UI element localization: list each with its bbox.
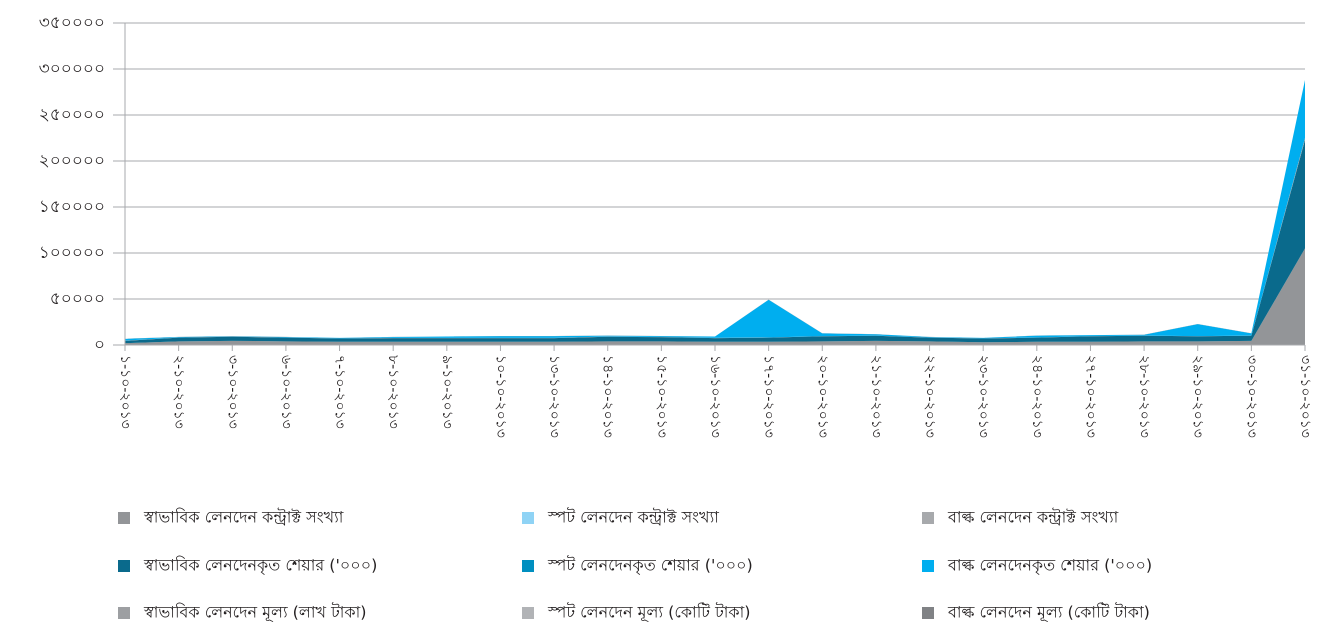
x-tick-label: ২৪-১০-২০১৩ [1029,355,1045,438]
x-tick-label: ১৩-১০-২০১৩ [546,355,562,438]
y-tick-label: ৩০০০০০ [39,59,105,79]
legend-swatch [522,607,534,619]
legend-swatch [522,560,534,572]
x-tick-label: ২০-১০-২০১৩ [814,355,830,438]
legend-swatch [522,512,534,524]
legend-item: বাল্ক লেনদেন মূল্য (কোটি টাকা) [922,603,1150,623]
legend-item: স্পট লেনদেনকৃত শেয়ার ('০০০) [522,556,753,576]
legend-label: স্বাভাবিক লেনদেন কন্ট্রাক্ট সংখ্যা [143,508,344,527]
x-tick-label: ৯-১০-২০১৩ [439,355,455,429]
legend-swatch [118,512,130,524]
legend-item: স্বাভাবিক লেনদেন মূল্য (লাখ টাকা) [118,603,367,623]
y-tick-label: ০ [94,335,105,355]
legend-swatch [118,607,130,619]
legend-item: স্পট লেনদেন মূল্য (কোটি টাকা) [522,603,751,623]
x-tick-label: ৭-১০-২০১৩ [332,355,348,429]
legend-item: স্পট লেনদেন কন্ট্রাক্ট সংখ্যা [522,508,719,527]
x-tick-label: ১০-১০-২০১৩ [492,355,508,438]
legend-label: বাল্ক লেনদেন মূল্য (কোটি টাকা) [947,603,1150,623]
legend-item: বাল্ক লেনদেন কন্ট্রাক্ট সংখ্যা [922,508,1119,527]
y-tick-label: ৫০০০০ [50,289,105,309]
x-tick-label: ৩০-১০-২০১৩ [1243,355,1259,438]
area [125,138,1305,341]
legend-swatch [922,607,934,619]
legend-swatch [922,560,934,572]
legend-swatch [118,560,130,572]
x-tick-label: ২২-১০-২০১৩ [922,355,938,438]
y-tick-label: ২৫০০০০ [39,105,105,125]
x-tick-label: ১৪-১০-২০১৩ [600,355,616,438]
area [125,138,1305,341]
x-tick-label: ৩-১০-২০১৩ [224,355,240,429]
y-tick-label: ১০০০০০ [39,243,105,263]
legend-swatch [922,512,934,524]
area [125,138,1305,341]
legend-label: বাল্ক লেনদেনকৃত শেয়ার ('০০০) [947,556,1152,576]
x-tick-label: ১৫-১০-২০১৩ [653,355,669,438]
x-tick-label: ৩১-১০-২০১৩ [1297,355,1313,438]
area [125,79,1305,339]
legend-label: স্পট লেনদেন মূল্য (কোটি টাকা) [547,603,751,623]
x-tick-label: ১৬-১০-২০১৩ [707,355,723,438]
legend-item: বাল্ক লেনদেনকৃত শেয়ার ('০০০) [922,556,1152,576]
legend-label: স্পট লেনদেনকৃত শেয়ার ('০০০) [547,556,753,576]
x-tick-label: ২৮-১০-২০১৩ [1136,355,1152,438]
x-tick-label: ২-১০-২০১৩ [171,355,187,429]
x-tick-label: ৮-১০-২০১৩ [385,355,401,429]
x-tick-label: ২৯-১০-২০১৩ [1190,355,1206,438]
x-tick-label: ১৭-১০-২০১৩ [761,355,777,438]
legend-label: স্পট লেনদেন কন্ট্রাক্ট সংখ্যা [547,508,719,527]
y-tick-label: ৩৫০০০০ [39,13,105,33]
legend-label: স্বাভাবিক লেনদেন মূল্য (লাখ টাকা) [143,603,367,623]
x-tick-label: ৬-১০-২০১৩ [278,355,294,429]
x-tick-label: ১-১০-২০১৩ [117,355,133,429]
area [125,138,1305,341]
legend-label: স্বাভাবিক লেনদেনকৃত শেয়ার ('০০০) [143,556,377,576]
x-tick-label: ২৩-১০-২০১৩ [975,355,991,438]
x-tick-label: ২৭-১০-২০১৩ [1082,355,1098,438]
area [125,80,1305,341]
x-tick-label: ২১-১০-২০১৩ [868,355,884,438]
area [125,248,1305,345]
y-tick-label: ২০০০০০ [39,151,105,171]
area [125,139,1305,344]
legend-label: বাল্ক লেনদেন কন্ট্রাক্ট সংখ্যা [947,508,1119,527]
area [125,138,1305,341]
legend-item: স্বাভাবিক লেনদেন কন্ট্রাক্ট সংখ্যা [118,508,344,527]
legend-item: স্বাভাবিক লেনদেনকৃত শেয়ার ('০০০) [118,556,377,576]
y-tick-label: ১৫০০০০ [39,197,105,217]
